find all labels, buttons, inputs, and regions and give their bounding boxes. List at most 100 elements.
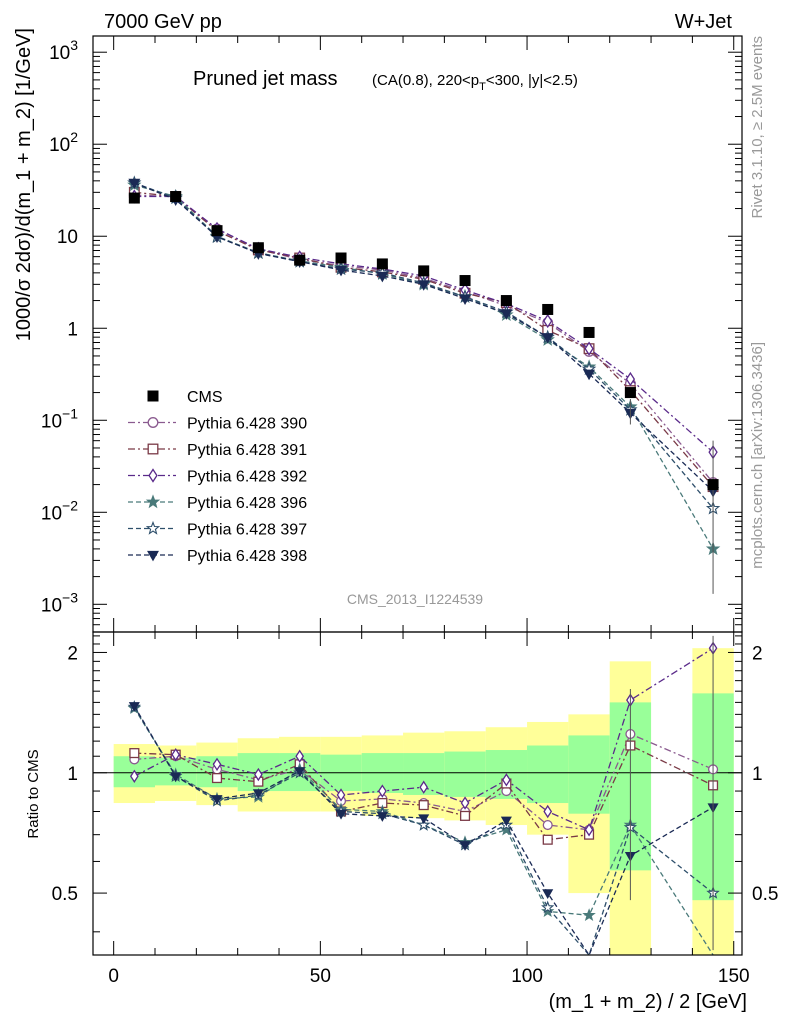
plot-title: Pruned jet mass	[193, 68, 338, 90]
data-point-cms	[376, 258, 388, 270]
ratio-tick-label-right: 1	[752, 764, 763, 785]
ratio-line-5	[133, 705, 714, 957]
ratio-point-5	[376, 812, 388, 822]
legend-marker-3	[145, 494, 161, 509]
ratio-plot-series	[127, 635, 720, 957]
ratio-point-1	[459, 810, 471, 821]
ratio-tick-label-left: 2	[67, 643, 78, 664]
legend-label-cms: CMS	[187, 389, 223, 406]
plot-subtitle-sub: T	[479, 81, 486, 93]
data-point-cms	[170, 191, 182, 203]
legend-marker-4	[145, 520, 161, 535]
ratio-point-5	[170, 772, 182, 783]
data-point-cms	[624, 387, 636, 399]
x-axis-label: (m_1 + m_2) / 2 [GeV]	[549, 991, 747, 1013]
plot-subtitle-part2: <300, |y|<2.5)	[486, 72, 578, 89]
legend-label-1: Pythia 6.428 391	[187, 442, 307, 459]
ratio-point-2	[254, 767, 263, 782]
data-point-cms	[500, 295, 512, 307]
y-tick-label: 10−1	[41, 405, 78, 432]
ratio-point-5	[252, 789, 264, 799]
side-text-top: Rivet 3.1.10, ≥ 2.5M events	[749, 36, 766, 219]
main-plot-frame	[92, 35, 743, 633]
ratio-point-1	[211, 773, 223, 784]
data-point-cms	[294, 254, 306, 266]
ratio-point-2	[378, 784, 387, 798]
x-tick-label: 50	[310, 966, 331, 987]
y-tick-label: 10−3	[41, 589, 78, 616]
plot-axes	[92, 35, 743, 956]
header-left: 7000 GeV pp	[104, 11, 222, 33]
ratio-line-3	[133, 707, 714, 956]
x-tick-label: 150	[718, 966, 750, 987]
series-point-5	[459, 294, 471, 306]
ratio-point-2	[129, 769, 139, 783]
series-point-5	[335, 265, 347, 277]
legend: CMS Pythia 6.428 390 Pythia 6.428 391 Pythi…	[128, 389, 307, 565]
main-plot-series	[127, 175, 721, 594]
legend-marker-2	[148, 468, 158, 483]
y-tick-label-base: 10	[49, 43, 70, 64]
y-tick-label-exp: 3	[70, 37, 78, 53]
legend-label-5: Pythia 6.428 398	[187, 548, 307, 565]
y-tick-label-base: 10	[49, 135, 70, 156]
data-point-cms	[542, 303, 554, 315]
series-point-5	[417, 280, 430, 291]
series-point-5	[376, 271, 389, 283]
data-point-cms	[583, 326, 595, 338]
ratio-band-inner	[444, 751, 486, 797]
y-tick-label-base: 1	[67, 319, 78, 340]
data-point-cms	[128, 192, 140, 204]
y-tick-label: 1	[67, 319, 78, 340]
ratio-tick-label-right: 0.5	[752, 884, 778, 905]
legend-marker-0	[147, 417, 159, 428]
series-point-5	[583, 369, 596, 381]
ratio-band-inner	[527, 745, 569, 804]
data-point-cms	[335, 252, 347, 264]
ratio-plot-frame	[92, 631, 743, 956]
header-right: W+Jet	[675, 11, 733, 33]
ratio-point-1	[129, 748, 140, 759]
ratio-tick-label-left: 0.5	[52, 884, 78, 905]
ratio-line-0	[134, 733, 714, 831]
y-tick-label-base: 10	[41, 503, 62, 524]
plot-subtitle-part1: (CA(0.8), 220<p	[372, 72, 479, 89]
y-axis-label: 1000/σ 2dσ)/d(m_1 + m_2) [1/GeV]	[13, 28, 35, 341]
x-tick-label: 100	[511, 966, 543, 987]
side-text-bottom: mcplots.cern.ch [arXiv:1306.3436]	[749, 342, 766, 569]
ratio-point-2	[171, 747, 181, 762]
legend-marker-5	[147, 550, 159, 562]
ratio-point-2	[419, 780, 429, 794]
ratio-point-2	[295, 749, 305, 763]
ratio-point-5	[128, 702, 140, 712]
y-tick-label-base: 10	[41, 595, 62, 616]
ratio-line-4	[133, 706, 714, 957]
series-line-5	[134, 182, 714, 492]
ratio-point-5	[459, 841, 471, 851]
ratio-point-4	[416, 817, 431, 831]
ratio-point-2	[543, 804, 553, 819]
y-tick-label-exp: −2	[62, 497, 78, 513]
ratio-point-1	[542, 834, 553, 845]
data-point-cms	[418, 265, 430, 277]
ratio-point-2	[502, 773, 511, 787]
ratio-uncertainty-bands	[93, 648, 742, 955]
plot-subtitle: (CA(0.8), 220<pT<300, |y|<2.5)	[372, 72, 578, 93]
ratio-tick-label-right: 2	[752, 643, 763, 664]
ratio-point-3	[541, 904, 555, 918]
ratio-point-2	[460, 796, 470, 810]
series-point-2	[584, 341, 594, 356]
ratio-point-5	[500, 816, 512, 827]
y-tick-label-exp: −1	[62, 405, 78, 421]
ratio-y-axis-label: Ratio to CMS	[25, 749, 42, 838]
data-point-cms	[252, 242, 264, 254]
ratio-point-0	[542, 819, 553, 831]
legend-marker-1	[147, 443, 159, 455]
ratio-line-2	[133, 647, 714, 831]
ratio-point-5	[294, 767, 306, 778]
series-line-2	[134, 195, 714, 453]
ratio-point-4	[541, 900, 555, 914]
series-line-1	[134, 191, 714, 488]
